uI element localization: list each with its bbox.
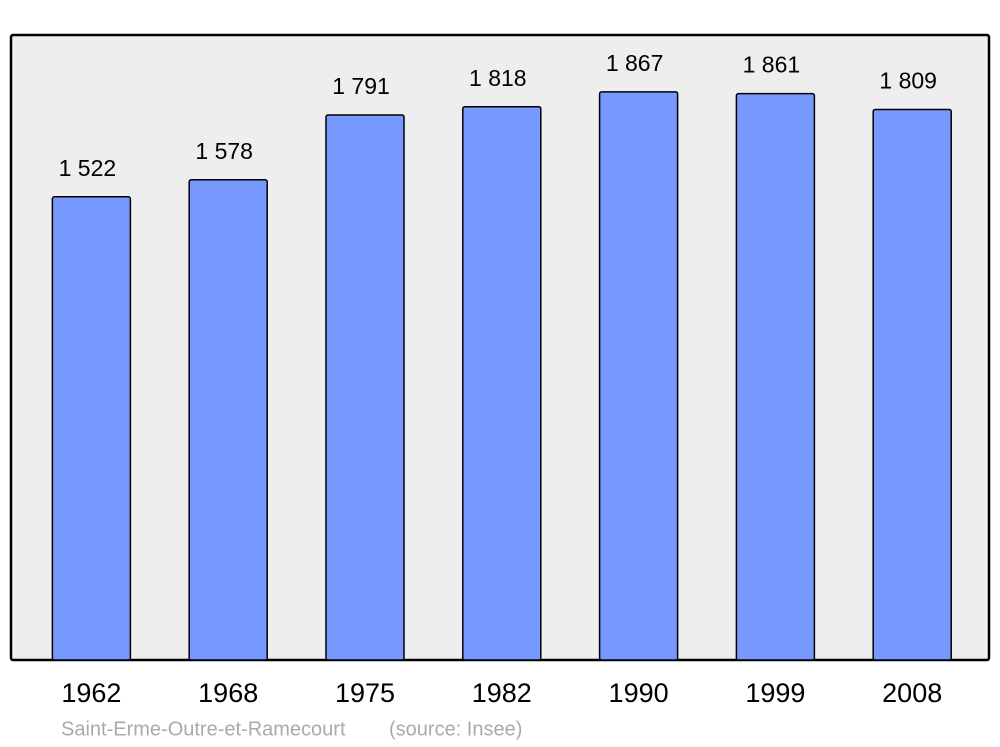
bar: [735, 92, 816, 661]
x-tick-label: 1975: [335, 678, 395, 708]
bar: [462, 105, 542, 661]
bar: [51, 196, 132, 661]
value-label: 1 809: [879, 68, 937, 94]
bar: [188, 179, 268, 661]
bar: [598, 91, 679, 661]
bar: [325, 114, 405, 661]
x-tick-label: 2008: [882, 678, 942, 708]
value-label: 1 867: [606, 50, 664, 76]
caption: Saint-Erme-Outre-et-Ramecourt: [61, 718, 346, 740]
value-label: 1 818: [469, 65, 527, 91]
x-tick-label: 1999: [745, 678, 805, 708]
source: (source: Insee): [389, 718, 522, 740]
x-tick-label: 1990: [609, 678, 669, 708]
x-tick-label: 1962: [61, 678, 121, 708]
value-label: 1 791: [332, 73, 390, 99]
bar: [872, 108, 952, 661]
x-tick-label: 1968: [198, 678, 258, 708]
value-label: 1 861: [743, 52, 801, 78]
value-label: 1 578: [195, 138, 253, 164]
x-tick-label: 1982: [472, 678, 532, 708]
value-label: 1 522: [59, 155, 117, 181]
